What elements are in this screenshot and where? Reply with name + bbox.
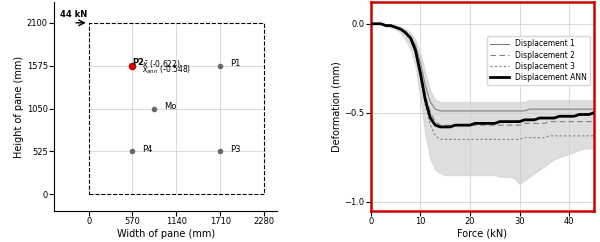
Text: 44 kN: 44 kN <box>60 10 88 19</box>
Text: P2: P2 <box>133 58 145 67</box>
Text: P1: P1 <box>230 60 241 68</box>
X-axis label: Width of pane (mm): Width of pane (mm) <box>116 228 215 239</box>
Y-axis label: Deformation (mm): Deformation (mm) <box>332 61 342 152</box>
Text: P4: P4 <box>142 145 153 154</box>
Text: $x_{ann}$ (-0.548): $x_{ann}$ (-0.548) <box>142 64 191 76</box>
Legend: Displacement 1, Displacement 2, Displacement 3, Displacement ANN: Displacement 1, Displacement 2, Displace… <box>487 36 590 85</box>
X-axis label: Force (kN): Force (kN) <box>457 228 508 239</box>
Text: P3: P3 <box>230 145 241 154</box>
Text: $\bar{x}$ (-0.622): $\bar{x}$ (-0.622) <box>142 58 181 70</box>
Text: Mo: Mo <box>164 102 177 111</box>
Y-axis label: Height of pane (mm): Height of pane (mm) <box>14 55 24 158</box>
